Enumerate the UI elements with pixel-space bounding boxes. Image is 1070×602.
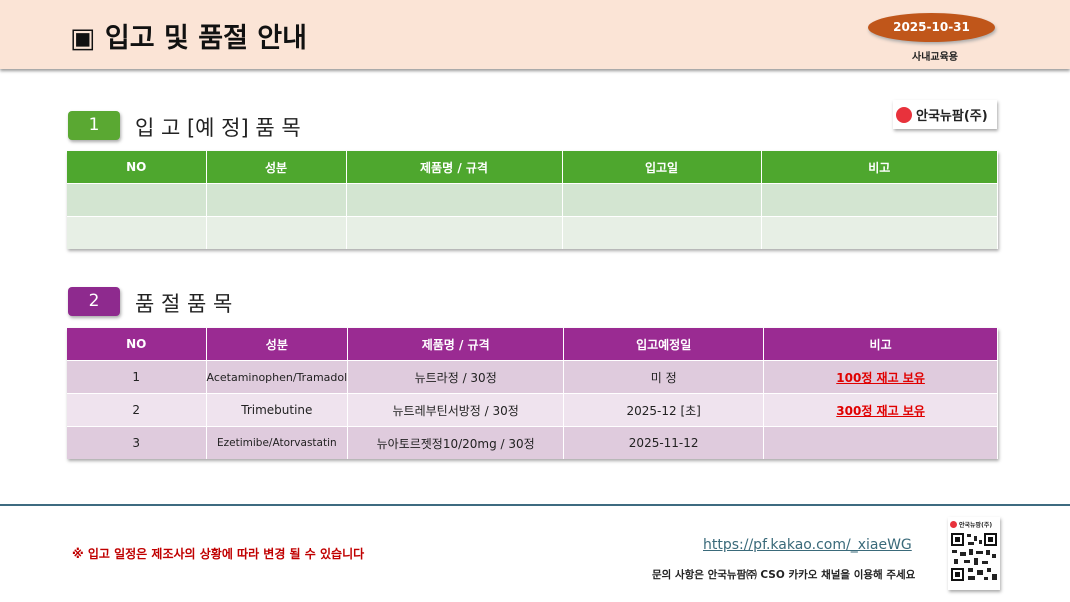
cell-ingredient: Trimebutine — [206, 393, 349, 427]
col-ingredient: 성분 — [206, 328, 349, 361]
col-product: 제품명 / 규격 — [347, 328, 565, 361]
cell-product: 뉴아토르젯정10/20mg / 30정 — [347, 426, 565, 459]
cell — [761, 216, 998, 249]
inquiry-text: 문의 사항은 안국뉴팜㈜ CSO 카카오 채널을 이용해 주세요 — [652, 569, 916, 581]
qr-logo: 안국뉴팜(주) — [948, 517, 1000, 532]
cell — [67, 183, 207, 217]
table-header: NO 성분 제품명 / 규격 입고예정일 비고 — [67, 328, 998, 361]
section2-title: 품 절 품 목 — [135, 292, 233, 316]
table-row: 3 Ezetimibe/Atorvastatin 뉴아토르젯정10/20mg / 3… — [67, 426, 998, 459]
cell — [346, 183, 563, 217]
cell-date: 2025-12 [초] — [563, 393, 765, 427]
cell-date: 2025-11-12 — [563, 426, 765, 459]
cell-product: 뉴트라정 / 30정 — [347, 360, 565, 394]
kakao-channel-link[interactable]: https://pf.kakao.com/_xiaeWG — [703, 537, 912, 553]
cell — [761, 183, 998, 217]
qr-code[interactable]: 안국뉴팜(주) — [948, 517, 1000, 590]
section2-number-badge: 2 — [68, 287, 120, 316]
header-bar: ▣ 입고 및 품절 안내 2025-10-31 사내교육용 — [0, 0, 1070, 69]
footer-divider — [0, 504, 1070, 506]
cell — [67, 216, 207, 249]
col-expected-date: 입고예정일 — [563, 328, 765, 361]
cell — [562, 183, 762, 217]
col-product: 제품명 / 규격 — [346, 151, 563, 184]
cell-remarks: 300정 재고 보유 — [763, 393, 998, 427]
cell-no: 1 — [67, 360, 207, 394]
date-badge: 2025-10-31 — [868, 13, 995, 42]
stock-note: 300정 재고 보유 — [836, 403, 925, 418]
table-header: NO 성분 제품명 / 규격 입고일 비고 — [67, 151, 998, 184]
table-row — [67, 183, 998, 217]
qr-code-icon — [950, 532, 998, 582]
cell-product: 뉴트레부틴서방정 / 30정 — [347, 393, 565, 427]
section1-title: 입 고 [예 정] 품 목 — [135, 116, 301, 140]
section1-number-badge: 1 — [68, 111, 120, 140]
company-logo: 안국뉴팜(주) — [893, 100, 997, 129]
logo-text: 안국뉴팜(주) — [916, 109, 988, 124]
cell — [346, 216, 563, 249]
cell-no: 3 — [67, 426, 207, 459]
table-row: 1 Acetaminophen/Tramadol 뉴트라정 / 30정 미 정 100정… — [67, 360, 998, 394]
logo-mark-icon — [950, 521, 957, 528]
table-row — [67, 216, 998, 249]
col-no: NO — [67, 328, 207, 361]
cell-remarks: 100정 재고 보유 — [763, 360, 998, 394]
col-remarks: 비고 — [761, 151, 998, 184]
cell-ingredient: Acetaminophen/Tramadol — [206, 360, 349, 394]
internal-use-label: 사내교육용 — [912, 52, 958, 63]
cell — [206, 183, 347, 217]
col-ingredient: 성분 — [206, 151, 347, 184]
cell-no: 2 — [67, 393, 207, 427]
incoming-table: NO 성분 제품명 / 규격 입고일 비고 — [67, 151, 998, 249]
cell-remarks — [763, 426, 998, 459]
cell — [562, 216, 762, 249]
logo-mark-icon — [896, 106, 912, 123]
out-of-stock-table: NO 성분 제품명 / 규격 입고예정일 비고 1 Acetaminophen/T… — [67, 328, 998, 459]
cell — [206, 216, 347, 249]
cell-ingredient: Ezetimibe/Atorvastatin — [206, 426, 349, 459]
col-remarks: 비고 — [763, 328, 998, 361]
col-date: 입고일 — [562, 151, 762, 184]
qr-logo-text: 안국뉴팜(주) — [959, 522, 993, 529]
page-title: ▣ 입고 및 품절 안내 — [70, 23, 307, 54]
col-no: NO — [67, 151, 207, 184]
stock-note: 100정 재고 보유 — [836, 370, 925, 385]
table-row: 2 Trimebutine 뉴트레부틴서방정 / 30정 2025-12 [초] 300… — [67, 393, 998, 427]
cell-date: 미 정 — [563, 360, 765, 394]
schedule-note: ※ 입고 일정은 제조사의 상황에 따라 변경 될 수 있습니다 — [72, 547, 365, 561]
